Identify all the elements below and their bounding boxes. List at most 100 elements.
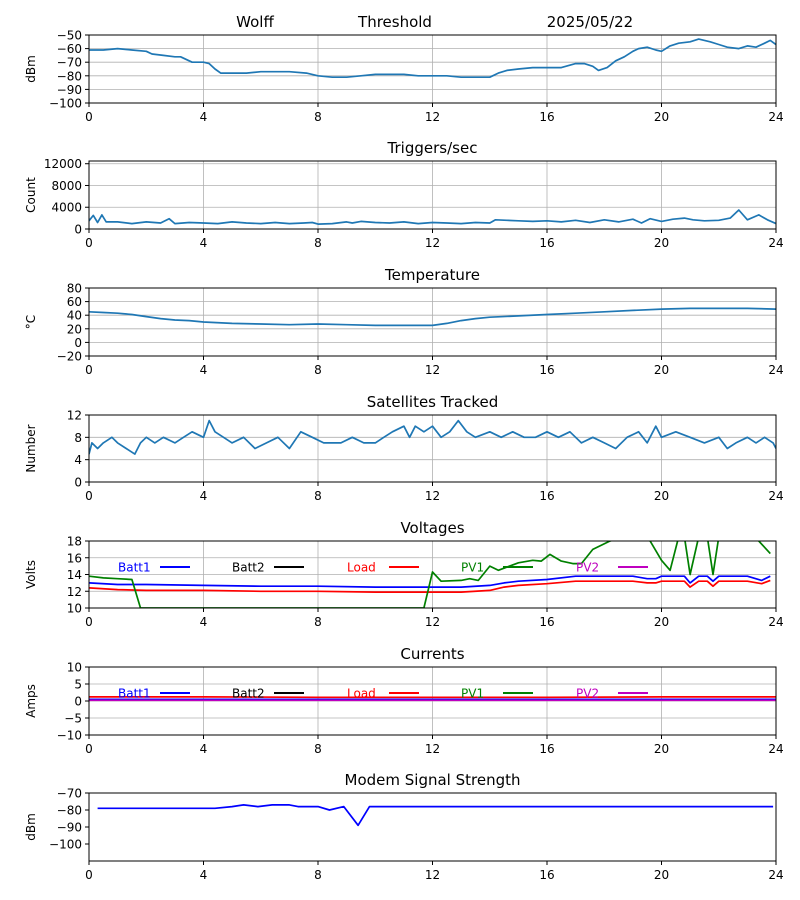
x-tick-label: 12 xyxy=(425,868,440,882)
x-tick-label: 8 xyxy=(314,868,322,882)
x-tick-label: 16 xyxy=(539,110,554,124)
y-tick-label: 60 xyxy=(67,295,82,309)
x-tick-label: 12 xyxy=(425,489,440,503)
legend-label-batt2: Batt2 xyxy=(232,561,265,575)
y-tick-label: 40 xyxy=(67,309,82,323)
x-tick-label: 0 xyxy=(85,363,93,377)
chart-title: Temperature xyxy=(384,266,480,284)
legend-label-pv2: PV2 xyxy=(576,687,599,701)
legend-label-batt2: Batt2 xyxy=(232,687,265,701)
y-axis-label: Number xyxy=(24,424,38,472)
chart-title: Triggers/sec xyxy=(387,139,478,157)
x-tick-label: 16 xyxy=(539,615,554,629)
x-tick-label: 8 xyxy=(314,110,322,124)
x-tick-label: 4 xyxy=(200,363,208,377)
legend-label-batt1: Batt1 xyxy=(118,561,151,575)
y-tick-label: 12000 xyxy=(44,157,82,171)
y-tick-label: 0 xyxy=(74,476,82,490)
y-tick-label: −80 xyxy=(57,804,82,818)
y-tick-label: 0 xyxy=(74,336,82,350)
chart-panel-6: 0 4 8 12 16 20 24 −10 −5 0 5 10 Currents Amps Batt1 Bat… xyxy=(24,645,784,756)
series-line-data xyxy=(89,209,776,225)
y-tick-label: −60 xyxy=(57,42,82,56)
series-line-data xyxy=(97,804,774,827)
legend-label-pv1: PV1 xyxy=(461,561,484,575)
y-axis-label: °C xyxy=(24,315,38,329)
x-tick-label: 20 xyxy=(654,868,669,882)
legend-label-pv2: PV2 xyxy=(576,561,599,575)
y-tick-label: −90 xyxy=(57,821,82,835)
x-tick-label: 20 xyxy=(654,742,669,756)
y-tick-label: 5 xyxy=(74,678,82,692)
y-tick-label: 10 xyxy=(67,661,82,675)
series-line-data xyxy=(89,307,776,327)
y-tick-label: 18 xyxy=(67,535,82,549)
header-station: Wolff xyxy=(236,13,274,31)
y-tick-label: 80 xyxy=(67,282,82,296)
x-tick-label: 16 xyxy=(539,236,554,250)
x-tick-label: 8 xyxy=(314,236,322,250)
y-tick-label: 10 xyxy=(67,602,82,616)
y-tick-label: −90 xyxy=(57,83,82,97)
x-tick-label: 4 xyxy=(200,868,208,882)
x-tick-label: 12 xyxy=(425,615,440,629)
x-tick-label: 8 xyxy=(314,363,322,377)
x-tick-label: 24 xyxy=(768,615,783,629)
legend-label-pv1: PV1 xyxy=(461,687,484,701)
y-tick-label: −100 xyxy=(49,97,82,111)
header-date: 2025/05/22 xyxy=(547,13,633,31)
chart-panel-4: 0 4 8 12 16 20 24 0 4 8 12 Satellites Tracked Number xyxy=(24,393,784,503)
chart-title: Modem Signal Strength xyxy=(345,771,521,789)
legend-label-batt1: Batt1 xyxy=(118,687,151,701)
chart-title: Satellites Tracked xyxy=(367,393,498,411)
x-tick-label: 0 xyxy=(85,615,93,629)
y-axis-label: dBm xyxy=(24,55,38,83)
x-tick-label: 24 xyxy=(768,489,783,503)
x-tick-label: 16 xyxy=(539,363,554,377)
y-tick-label: 20 xyxy=(67,322,82,336)
x-tick-label: 12 xyxy=(425,742,440,756)
y-tick-label: 12 xyxy=(67,585,82,599)
series-line-data xyxy=(89,419,776,455)
x-tick-label: 8 xyxy=(314,742,322,756)
legend-label-load: Load xyxy=(347,561,376,575)
y-tick-label: 12 xyxy=(67,409,82,423)
y-axis-label: dBm xyxy=(24,813,38,841)
y-axis-label: Volts xyxy=(24,560,38,589)
chart-title: Voltages xyxy=(400,519,464,537)
chart-title: Currents xyxy=(400,645,464,663)
y-tick-label: −20 xyxy=(57,350,82,364)
y-tick-label: 8000 xyxy=(51,179,82,193)
x-tick-label: 12 xyxy=(425,236,440,250)
y-tick-label: 16 xyxy=(67,551,82,565)
x-tick-label: 8 xyxy=(314,615,322,629)
x-tick-label: 24 xyxy=(768,742,783,756)
x-tick-label: 4 xyxy=(200,110,208,124)
x-tick-label: 4 xyxy=(200,615,208,629)
x-tick-label: 20 xyxy=(654,615,669,629)
y-tick-label: 0 xyxy=(74,695,82,709)
x-tick-label: 16 xyxy=(539,489,554,503)
x-tick-label: 0 xyxy=(85,110,93,124)
chart-panel-1: 0 4 8 12 16 20 24 −100−90−80−70−60−50 dBm xyxy=(24,29,784,125)
legend-label-load: Load xyxy=(347,687,376,701)
x-tick-label: 20 xyxy=(654,489,669,503)
y-tick-label: −80 xyxy=(57,69,82,83)
y-tick-label: 0 xyxy=(74,223,82,237)
x-tick-label: 24 xyxy=(768,236,783,250)
chart-panel-7: 0 4 8 12 16 20 24 −100 −90 −80 −70 Modem Signal Str… xyxy=(24,771,784,882)
x-tick-label: 24 xyxy=(768,868,783,882)
x-tick-label: 0 xyxy=(85,236,93,250)
y-axis-label: Count xyxy=(24,177,38,213)
x-tick-label: 0 xyxy=(85,868,93,882)
x-tick-label: 24 xyxy=(768,363,783,377)
y-tick-label: 14 xyxy=(67,568,82,582)
x-tick-label: 0 xyxy=(85,489,93,503)
x-tick-label: 20 xyxy=(654,110,669,124)
y-tick-label: −5 xyxy=(64,712,82,726)
series-line-pv1 xyxy=(89,541,771,608)
x-tick-label: 8 xyxy=(314,489,322,503)
